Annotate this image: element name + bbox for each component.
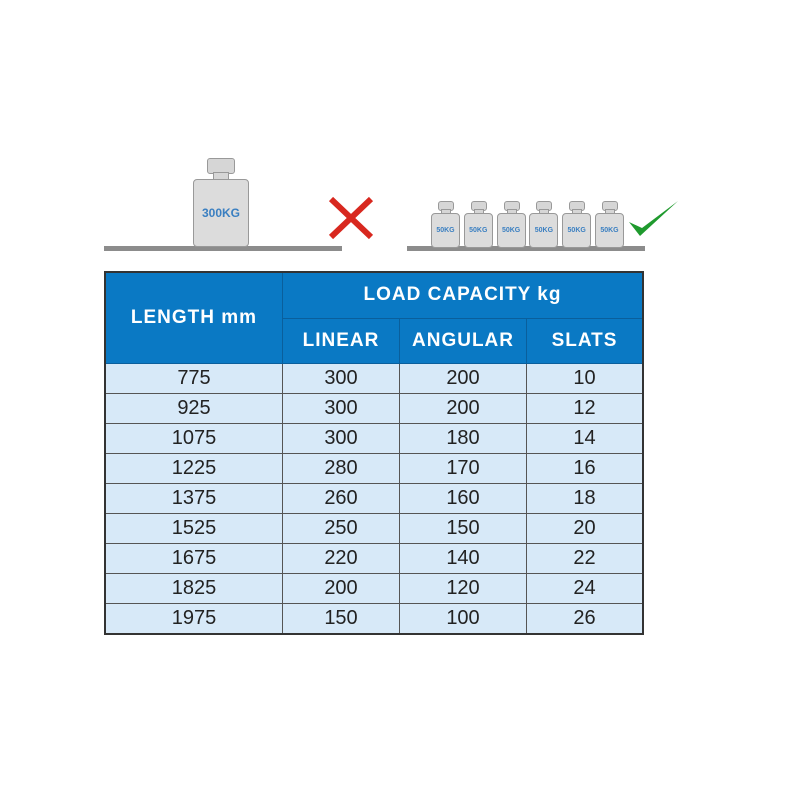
- header-slats: SLATS: [526, 317, 644, 364]
- header-linear: LINEAR: [282, 317, 400, 364]
- table-row: 1525 250 150 20: [104, 512, 644, 544]
- load-capacity-table: LENGTH mm LOAD CAPACITY kg LINEAR ANGULA…: [104, 271, 644, 635]
- table-cell: 150: [282, 602, 400, 634]
- small-weight-label: 50KG: [463, 213, 493, 248]
- table-row: 1075 300 180 14: [104, 422, 644, 454]
- table-cell: 280: [282, 452, 400, 484]
- small-weight: 50KG: [562, 201, 592, 248]
- small-weight: 50KG: [529, 201, 559, 248]
- table-cell: 300: [282, 362, 400, 394]
- shelf-right: [407, 246, 645, 251]
- table-cell: 260: [282, 482, 400, 514]
- small-weight: 50KG: [595, 201, 624, 248]
- table-cell: 775: [104, 362, 283, 394]
- table-row: 1375 260 160 18: [104, 482, 644, 514]
- table-row: 1975 150 100 26: [104, 602, 644, 634]
- table-cell: 140: [399, 542, 527, 574]
- table-cell: 1225: [104, 452, 283, 484]
- table-cell: 925: [104, 392, 283, 424]
- check-icon: [629, 201, 678, 236]
- table-cell: 1525: [104, 512, 283, 544]
- table-cell: 22: [526, 542, 644, 574]
- table-row: 775 300 200 10: [104, 362, 644, 394]
- table-cell: 200: [399, 392, 527, 424]
- table-cell: 14: [526, 422, 644, 454]
- small-weight-label: 50KG: [496, 213, 526, 248]
- small-weight: 50KG: [463, 201, 493, 248]
- big-weight-label: 300KG: [193, 179, 249, 247]
- table-row: 1675 220 140 22: [104, 542, 644, 574]
- table-cell: 220: [282, 542, 400, 574]
- table-cell: 150: [399, 512, 527, 544]
- table-cell: 20: [526, 512, 644, 544]
- small-weight-label: 50KG: [431, 213, 460, 248]
- table-cell: 1975: [104, 602, 283, 634]
- big-weight: 300KG: [193, 158, 249, 248]
- shelf-left: [104, 246, 342, 251]
- table-cell: 300: [282, 422, 400, 454]
- table-cell: 16: [526, 452, 644, 484]
- small-weight-label: 50KG: [529, 213, 559, 248]
- table-row: 1825 200 120 24: [104, 572, 644, 604]
- table-cell: 160: [399, 482, 527, 514]
- header-length: LENGTH mm: [104, 271, 283, 364]
- table-cell: 250: [282, 512, 400, 544]
- small-weight: 50KG: [496, 201, 526, 248]
- table-cell: 1825: [104, 572, 283, 604]
- header-angular: ANGULAR: [399, 317, 527, 364]
- table-cell: 180: [399, 422, 527, 454]
- table-cell: 10: [526, 362, 644, 394]
- table-cell: 1075: [104, 422, 283, 454]
- table-row: 1225 280 170 16: [104, 452, 644, 484]
- table-cell: 1675: [104, 542, 283, 574]
- table-cell: 12: [526, 392, 644, 424]
- table-cell: 18: [526, 482, 644, 514]
- table-cell: 170: [399, 452, 527, 484]
- small-weight: 50KG: [431, 201, 460, 248]
- table-cell: 120: [399, 572, 527, 604]
- small-weight-label: 50KG: [595, 213, 624, 248]
- table-cell: 200: [399, 362, 527, 394]
- table-cell: 26: [526, 602, 644, 634]
- header-load-capacity: LOAD CAPACITY kg: [282, 271, 644, 319]
- wrong-x-icon: [328, 196, 374, 240]
- table-cell: 100: [399, 602, 527, 634]
- table-cell: 300: [282, 392, 400, 424]
- table-cell: 24: [526, 572, 644, 604]
- table-cell: 1375: [104, 482, 283, 514]
- table-row: 925 300 200 12: [104, 392, 644, 424]
- small-weight-label: 50KG: [562, 213, 592, 248]
- table-cell: 200: [282, 572, 400, 604]
